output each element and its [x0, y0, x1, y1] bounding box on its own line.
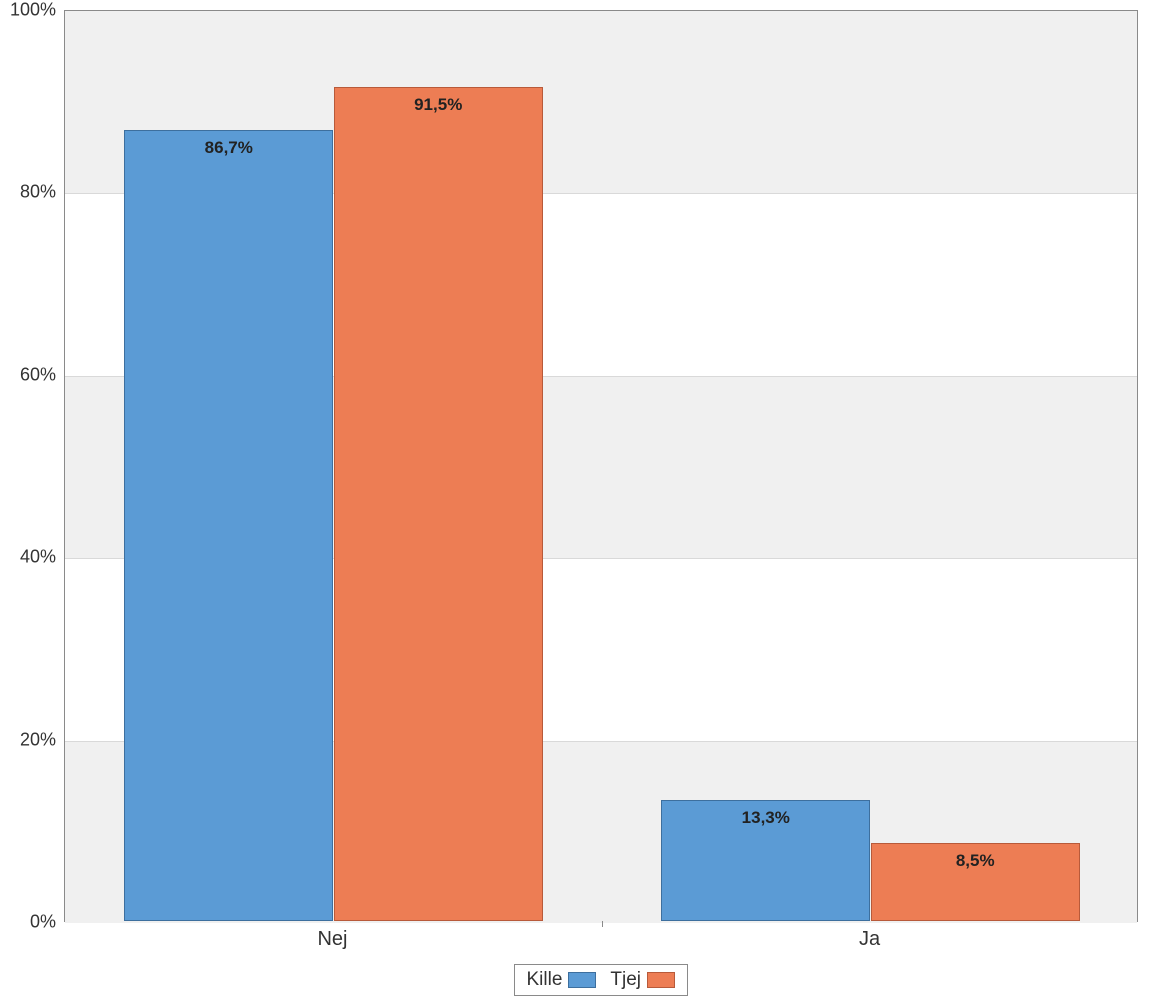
y-tick-label: 80%: [6, 182, 56, 203]
legend-label: Tjej: [610, 969, 641, 991]
bar-value-label: 8,5%: [956, 851, 995, 871]
legend-item: Kille: [527, 969, 597, 991]
bar-kille: [124, 130, 333, 921]
bar-value-label: 13,3%: [742, 808, 790, 828]
y-tick-label: 0%: [6, 912, 56, 933]
bar-tjej: [334, 87, 543, 921]
y-tick-label: 100%: [6, 0, 56, 21]
y-tick-label: 40%: [6, 547, 56, 568]
chart-root: 86,7% 91,5% 13,3% 8,5% Kille Tjej 0% 20% 40% 60…: [0, 0, 1149, 993]
legend-swatch: [568, 972, 596, 988]
x-tick-mark: [602, 921, 603, 927]
legend-swatch: [647, 972, 675, 988]
x-tick-label: Ja: [859, 928, 880, 951]
y-tick-label: 60%: [6, 364, 56, 385]
bar-value-label: 86,7%: [205, 138, 253, 158]
plot-area: 86,7% 91,5% 13,3% 8,5%: [64, 10, 1138, 922]
x-tick-label: Nej: [317, 928, 347, 951]
legend-label: Kille: [527, 969, 563, 991]
legend: Kille Tjej: [514, 964, 689, 996]
bar-value-label: 91,5%: [414, 95, 462, 115]
y-tick-label: 20%: [6, 729, 56, 750]
legend-item: Tjej: [610, 969, 675, 991]
